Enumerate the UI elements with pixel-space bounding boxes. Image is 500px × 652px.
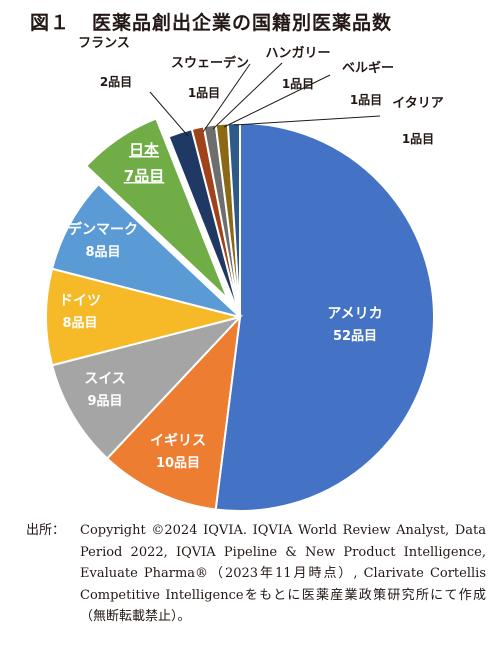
slice-value-label: 52品目 — [333, 329, 377, 344]
leader-line — [223, 74, 331, 128]
slice-name-label: スウェーデン — [171, 55, 249, 71]
pie-slice-slice-4 — [45, 267, 241, 367]
leader-line — [202, 63, 251, 133]
pie-slice-slice-5 — [50, 182, 241, 318]
leader-line — [233, 115, 381, 126]
slice-value-label: 1品目 — [350, 93, 382, 107]
pie-slice-slice-3 — [50, 315, 244, 460]
slice-value-label: 1品目 — [402, 132, 434, 146]
slice-value-label: 8品目 — [62, 316, 97, 331]
slice-value-label: 1品目 — [188, 86, 220, 100]
slice-name-label: ハンガリー — [265, 46, 330, 61]
figure-title: 図１ 医薬品創出企業の国籍別医薬品数 — [30, 8, 392, 35]
pie-slice-slice-6 — [84, 117, 229, 300]
slice-name-label: イタリア — [392, 96, 443, 111]
slice-value-label: 10品目 — [156, 456, 200, 471]
slice-value-label: 7品目 — [124, 167, 164, 185]
source-text: Copyright ©2024 IQVIA. IQVIA World Revie… — [80, 523, 486, 624]
pie-slice-slice-2 — [105, 314, 242, 511]
slice-name-label: ベルギー — [342, 60, 394, 76]
slice-value-label: 8品目 — [85, 245, 120, 260]
slice-name-label: デンマーク — [68, 221, 138, 238]
slice-name-label: ドイツ — [59, 293, 101, 309]
leader-line — [212, 62, 283, 130]
slice-value-label: 1品目 — [282, 77, 314, 91]
slice-name-label: イギリス — [150, 432, 206, 449]
source-note: 出所： Copyright ©2024 IQVIA. IQVIA World R… — [26, 520, 486, 628]
slice-value-label: 9品目 — [87, 394, 122, 409]
slice-name-label: スイス — [84, 371, 126, 387]
slice-name-label: フランス — [78, 36, 130, 51]
source-label: 出所： — [26, 523, 66, 538]
slice-name-label: 日本 — [129, 141, 159, 159]
slice-name-label: アメリカ — [327, 306, 382, 322]
leader-line — [149, 91, 189, 137]
figure-number: 図１ — [30, 12, 71, 34]
slice-value-label: 2品目 — [100, 75, 132, 89]
pie-slice-slice-11 — [226, 121, 241, 318]
figure-title-text: 医薬品創出企業の国籍別医薬品数 — [92, 12, 393, 34]
pie-slice-slice-1 — [214, 121, 435, 512]
